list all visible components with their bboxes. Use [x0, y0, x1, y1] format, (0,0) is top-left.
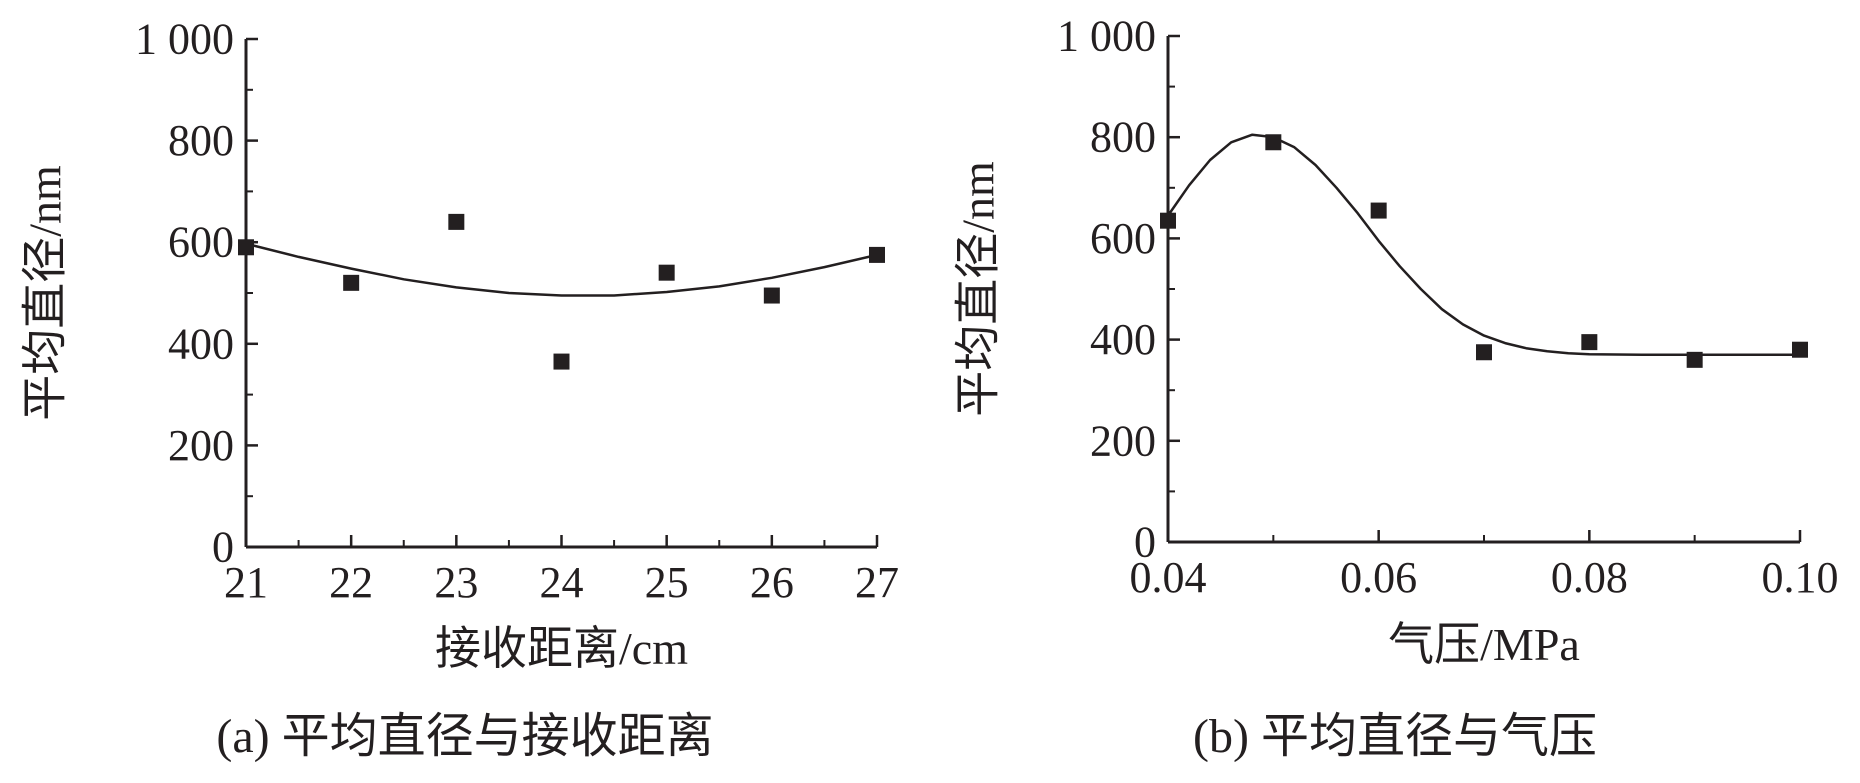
data-point [763, 287, 780, 304]
data-point [448, 213, 465, 230]
y-tick-label: 200 [1090, 416, 1156, 465]
fit-curve [245, 242, 878, 297]
data-point [1581, 334, 1598, 351]
x-tick-label: 0.10 [1762, 553, 1839, 602]
chart-b: 0 200 400 600 800 1 000 0.04 0.06 0.08 0.10 气压/MPa… [953, 12, 1839, 764]
y-tick-label: 0 [212, 523, 234, 572]
x-tick-label: 0.04 [1130, 553, 1207, 602]
y-tick-label: 800 [1090, 113, 1156, 162]
x-tick-label: 25 [645, 558, 689, 607]
y-tick-label: 600 [1090, 214, 1156, 263]
y-axis-title: 平均直径/nm [20, 165, 71, 421]
y-tick-label: 1 000 [1057, 12, 1156, 61]
x-axis-title: 气压/MPa [1388, 619, 1580, 670]
y-tick-label: 600 [168, 218, 234, 267]
y-tick-label: 200 [168, 421, 234, 470]
y-tick-label: 1 000 [135, 15, 234, 64]
y-tick-label: 400 [168, 319, 234, 368]
x-tick-label: 21 [224, 558, 268, 607]
x-tick-label: 0.06 [1340, 553, 1417, 602]
data-point [1686, 351, 1703, 368]
data-point [1160, 212, 1176, 229]
y-axis-title: 平均直径/nm [953, 161, 1004, 417]
x-tick-label: 24 [540, 558, 584, 607]
chart-caption: (b) 平均直径与气压 [1193, 710, 1597, 763]
chart-a: 0 200 400 600 800 1 000 21 22 23 24 25 26 27 接收距离/cm 平… [20, 15, 900, 764]
data-point [1476, 344, 1492, 361]
x-tick-label: 22 [329, 558, 373, 607]
chart-caption: (a) 平均直径与接收距离 [216, 710, 713, 763]
y-tick-label: 0 [1134, 518, 1156, 567]
y-tick-label: 400 [1090, 315, 1156, 364]
data-point [343, 274, 360, 291]
data-point [1370, 202, 1387, 219]
data-point [1792, 341, 1808, 358]
fit-curve [1166, 133, 1800, 357]
x-tick-label: 23 [434, 558, 478, 607]
data-point [238, 239, 254, 256]
x-tick-label: 0.08 [1551, 553, 1628, 602]
x-tick-label: 26 [750, 558, 794, 607]
data-point [1265, 134, 1282, 151]
y-tick-label: 800 [168, 116, 234, 165]
data-point [658, 264, 675, 281]
x-axis-title: 接收距离/cm [435, 623, 688, 674]
data-point [869, 246, 885, 263]
data-point [553, 353, 570, 370]
x-tick-label: 27 [855, 558, 899, 607]
